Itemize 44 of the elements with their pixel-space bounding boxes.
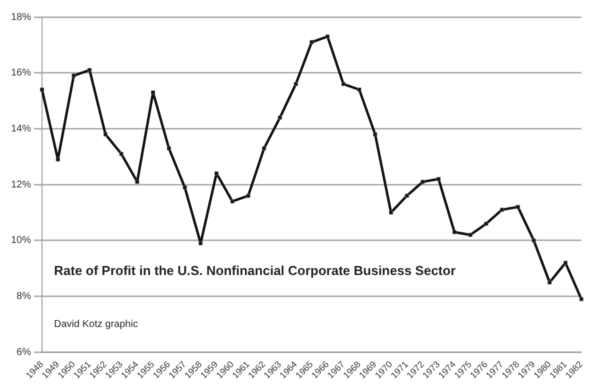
point: [532, 238, 536, 242]
point: [230, 199, 234, 204]
point: [420, 180, 425, 184]
point: [119, 152, 124, 156]
point: [182, 185, 187, 190]
point: [198, 241, 203, 246]
y-tick-label: 8%: [16, 291, 32, 302]
point: [326, 34, 330, 39]
y-tick-label: 16%: [11, 68, 32, 79]
point: [436, 177, 441, 182]
point: [294, 82, 298, 86]
y-tick-label: 6%: [16, 346, 32, 358]
point: [246, 194, 250, 198]
point: [262, 146, 266, 150]
point: [516, 204, 520, 209]
point: [40, 88, 44, 92]
point: [500, 208, 504, 212]
y-tick-label: 12%: [11, 179, 32, 190]
point: [310, 40, 314, 44]
point: [563, 260, 568, 265]
annotation: David Kotz graphic: [54, 319, 138, 330]
text: Rate of Profit in the U.S. Nonfinancial Corporate Business Sector: [54, 262, 456, 278]
point: [388, 210, 394, 215]
point: [484, 222, 488, 226]
point: [579, 297, 584, 302]
point: [214, 171, 219, 176]
point: [56, 157, 60, 162]
point: [341, 82, 346, 86]
point: [373, 132, 378, 136]
point: [72, 74, 76, 78]
point: [88, 68, 92, 72]
point: [166, 146, 171, 150]
point: [404, 194, 409, 198]
y-tick-label: 14%: [11, 123, 32, 134]
y-tick-label: 10%: [11, 235, 32, 246]
point: [103, 132, 108, 136]
point: [452, 230, 456, 234]
y-tick-label: 18%: [11, 12, 32, 23]
point: [278, 116, 282, 120]
point: [151, 90, 156, 94]
point: [468, 232, 472, 237]
point: [135, 180, 140, 184]
point: [357, 88, 362, 92]
point: [548, 280, 552, 284]
